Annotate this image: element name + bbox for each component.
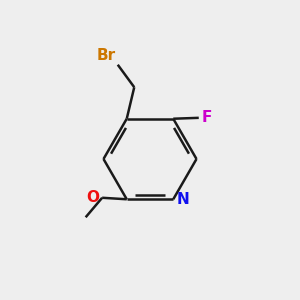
Text: N: N [177,192,190,207]
Text: F: F [201,110,212,125]
Text: O: O [87,190,100,205]
Text: Br: Br [96,48,116,63]
